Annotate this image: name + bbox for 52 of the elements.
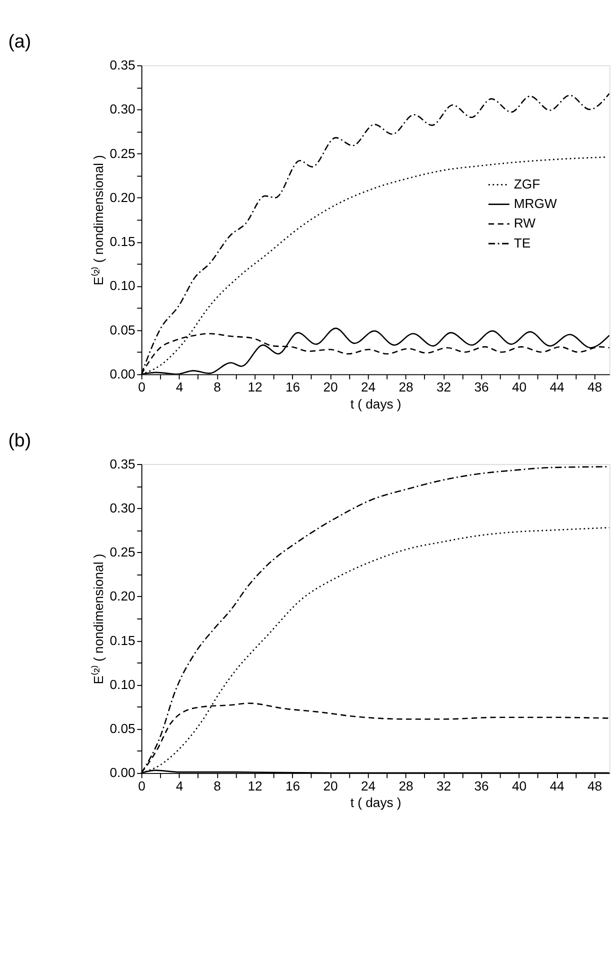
x-tick-label: 0 bbox=[138, 778, 146, 794]
y-tick-label: 0.05 bbox=[110, 721, 136, 736]
x-tick-label: 48 bbox=[587, 380, 602, 395]
y-tick-label: 0.25 bbox=[110, 146, 136, 161]
y-tick-label: 0.35 bbox=[110, 58, 136, 73]
chart-title: (b) bbox=[8, 429, 32, 450]
x-axis-title: t ( days ) bbox=[350, 795, 402, 810]
y-axis-title: E⁽²⁾ ( nondimensional ) bbox=[91, 554, 106, 684]
x-tick-label: 12 bbox=[248, 778, 262, 794]
x-tick-label: 48 bbox=[587, 778, 602, 794]
y-tick-label: 0.10 bbox=[110, 278, 136, 294]
legend-label: ZGF bbox=[514, 176, 540, 192]
y-tick-label: 0.05 bbox=[110, 322, 136, 338]
y-tick-label: 0.00 bbox=[110, 366, 136, 382]
chart-title: (a) bbox=[8, 30, 32, 52]
y-tick-label: 0.10 bbox=[110, 676, 136, 692]
x-tick-label: 16 bbox=[286, 380, 300, 395]
y-tick-label: 0.20 bbox=[110, 588, 136, 604]
legend-label: TE bbox=[514, 235, 531, 250]
x-tick-label: 4 bbox=[176, 380, 184, 395]
x-tick-label: 40 bbox=[512, 778, 527, 794]
x-tick-label: 24 bbox=[360, 778, 376, 794]
legend-label: MRGW bbox=[514, 196, 558, 212]
x-tick-label: 16 bbox=[286, 778, 300, 794]
x-tick-label: 28 bbox=[398, 778, 414, 794]
x-tick-label: 20 bbox=[323, 778, 338, 794]
x-tick-label: 0 bbox=[138, 380, 146, 395]
x-tick-label: 8 bbox=[214, 778, 221, 794]
legend-label: RW bbox=[514, 216, 536, 231]
x-axis-title: t ( days ) bbox=[350, 396, 402, 412]
x-tick-label: 32 bbox=[436, 778, 452, 794]
x-tick-label: 36 bbox=[474, 778, 489, 794]
y-tick-label: 0.20 bbox=[110, 190, 136, 205]
y-tick-label: 0.35 bbox=[110, 456, 136, 472]
y-tick-label: 0.15 bbox=[110, 632, 136, 648]
y-axis-title: E⁽²⁾ ( nondimensional ) bbox=[91, 154, 106, 286]
x-tick-label: 36 bbox=[474, 380, 489, 395]
y-tick-label: 0.25 bbox=[110, 544, 136, 560]
x-tick-label: 44 bbox=[550, 778, 564, 794]
x-tick-label: 28 bbox=[398, 380, 414, 395]
x-tick-label: 44 bbox=[550, 380, 564, 395]
x-tick-label: 40 bbox=[512, 380, 527, 395]
x-tick-label: 32 bbox=[436, 380, 452, 395]
y-tick-label: 0.30 bbox=[110, 500, 136, 516]
y-tick-label: 0.00 bbox=[110, 765, 136, 780]
x-tick-label: 24 bbox=[360, 380, 376, 395]
x-tick-label: 12 bbox=[248, 380, 262, 395]
x-tick-label: 8 bbox=[214, 380, 221, 395]
y-tick-label: 0.15 bbox=[110, 234, 136, 250]
x-tick-label: 20 bbox=[323, 380, 338, 395]
y-tick-label: 0.30 bbox=[110, 102, 136, 117]
x-tick-label: 4 bbox=[176, 778, 184, 794]
